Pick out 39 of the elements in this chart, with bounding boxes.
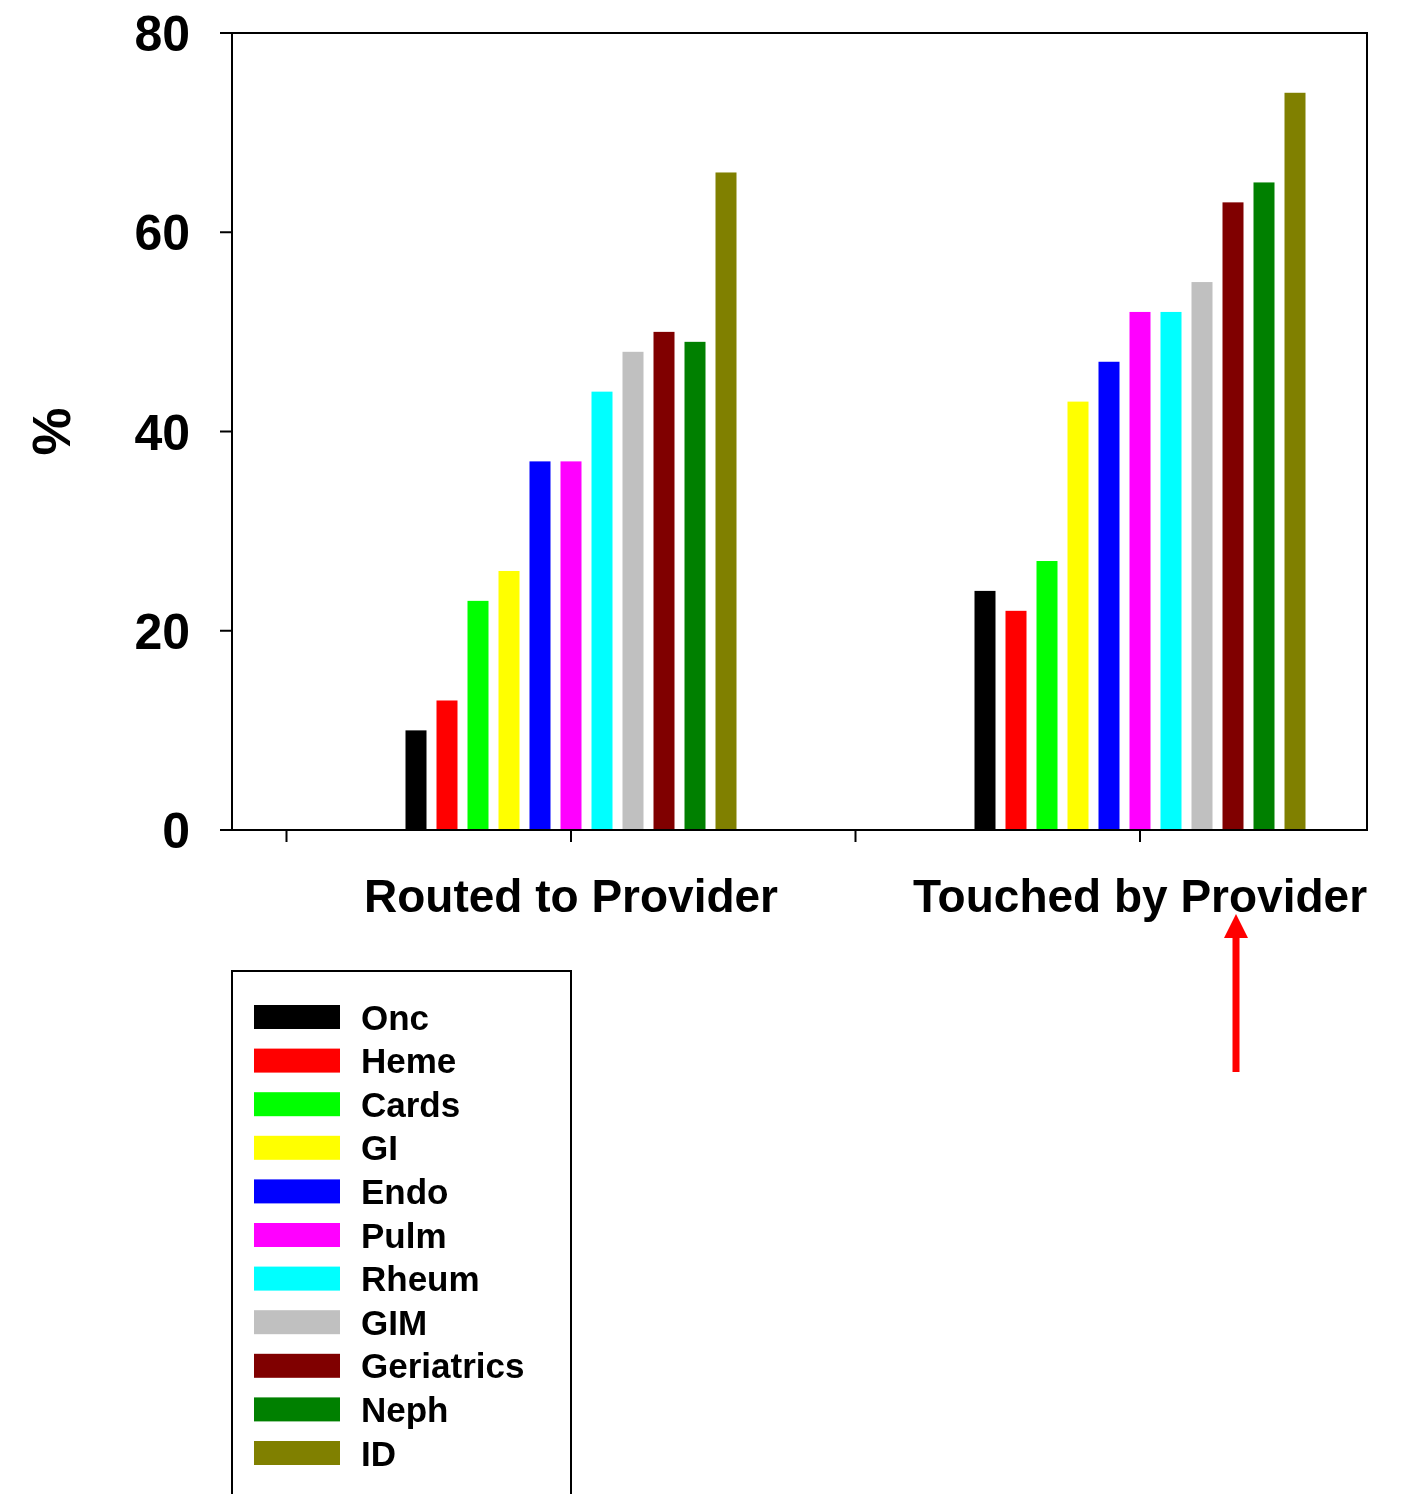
legend-label: Geriatrics xyxy=(361,1346,525,1386)
legend-label: Pulm xyxy=(361,1215,447,1255)
bar xyxy=(1160,311,1182,830)
legend-label: Rheum xyxy=(361,1259,480,1299)
bar xyxy=(560,461,582,830)
bar xyxy=(1098,361,1120,830)
bar xyxy=(1005,610,1027,830)
y-tick-label: 0 xyxy=(162,803,190,859)
bar xyxy=(529,461,551,830)
bar xyxy=(1191,282,1213,830)
bar xyxy=(1067,401,1089,830)
legend-label: Neph xyxy=(361,1390,449,1429)
bar xyxy=(715,172,737,830)
bar xyxy=(1129,311,1151,830)
x-tick-label: Touched by Provider xyxy=(912,870,1368,922)
legend-label: GIM xyxy=(361,1302,428,1342)
bar xyxy=(1222,202,1244,830)
bar xyxy=(1284,92,1306,830)
bar xyxy=(436,700,458,830)
legend-label: Endo xyxy=(361,1172,449,1211)
y-axis-title: % xyxy=(21,407,81,456)
bar xyxy=(498,570,520,830)
y-tick-label: 60 xyxy=(134,205,190,262)
bar xyxy=(591,391,613,830)
y-tick-label: 80 xyxy=(134,6,190,62)
legend-label: GI xyxy=(361,1128,398,1168)
y-tick-label: 40 xyxy=(134,404,190,461)
bar xyxy=(622,351,644,830)
legend-label: ID xyxy=(361,1433,396,1473)
legend-label: Cards xyxy=(361,1084,461,1124)
bar xyxy=(1036,561,1058,830)
legend-label: Heme xyxy=(361,1041,457,1081)
y-tick-label: 20 xyxy=(134,603,190,660)
legend-label: Onc xyxy=(361,997,430,1037)
bar xyxy=(653,331,675,830)
x-tick-label: Routed to Provider xyxy=(363,870,779,922)
bar xyxy=(1253,182,1275,830)
bar xyxy=(467,600,489,830)
bar xyxy=(684,341,706,830)
